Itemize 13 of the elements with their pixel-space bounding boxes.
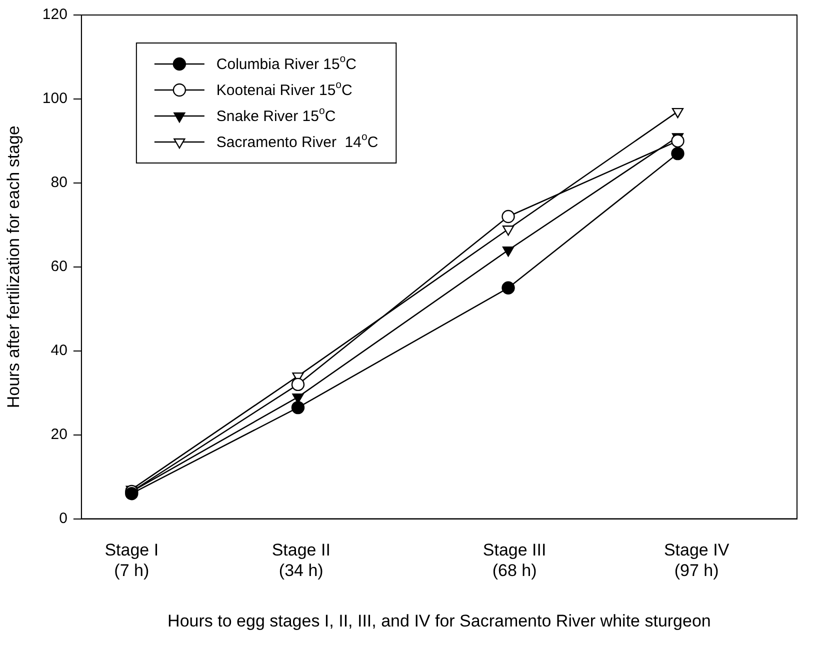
x-tick-label: Stage I (7 h) xyxy=(104,540,159,580)
y-tick-label: 120 xyxy=(42,6,68,24)
x-tick-label: Stage II (34 h) xyxy=(272,540,330,580)
y-tick-label: 40 xyxy=(50,342,68,360)
y-tick-label: 80 xyxy=(50,174,68,192)
y-axis-title: Hours after fertilization for each stage xyxy=(4,126,23,408)
y-tick-label: 20 xyxy=(50,426,68,443)
x-tick-label: Stage III (68 h) xyxy=(482,540,546,580)
y-tick-label: 60 xyxy=(50,258,68,276)
x-tick-label: Stage IV (97 h) xyxy=(664,540,730,580)
y-tick-label: 100 xyxy=(42,90,68,108)
x-axis-title: Hours to egg stages I, II, III, and IV for Sacramento River white sturgeon xyxy=(168,611,711,630)
y-tick-label: 0 xyxy=(59,510,68,527)
